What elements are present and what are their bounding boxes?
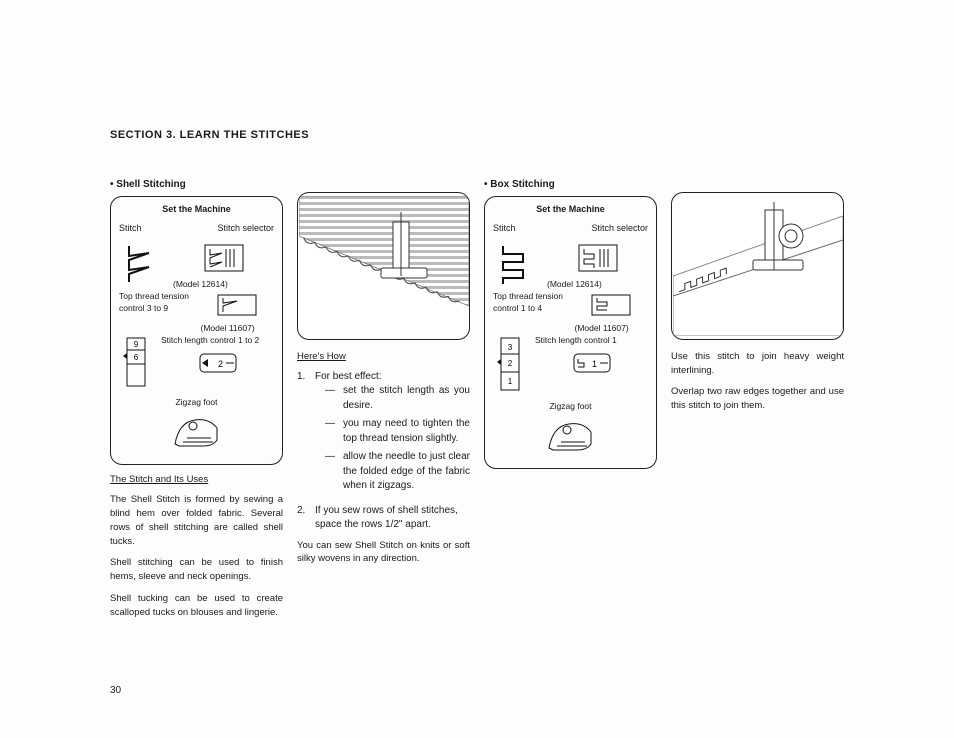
box-stitch-icon: [493, 242, 537, 286]
box-heading: Box Stitching: [484, 178, 657, 193]
col-shell: Shell Stitching Set the Machine Stitch S…: [110, 178, 283, 627]
how-item-2: 2. If you sew rows of shell stitches, sp…: [297, 504, 470, 533]
svg-text:3: 3: [508, 343, 513, 352]
box-model-a: (Model 12614): [547, 278, 648, 290]
how-d1: set the stitch length as you desire.: [343, 384, 470, 413]
col-box: Box Stitching Set the Machine Stitch Sti…: [484, 178, 657, 627]
shell-panel-title: Set the Machine: [119, 203, 274, 216]
box-stitch-label: Stitch: [493, 222, 516, 235]
col-how: Here's How 1. For best effect: —set the …: [297, 178, 470, 627]
page-number: 30: [110, 684, 121, 699]
stitch-selector-icon-b: [215, 292, 259, 318]
box-tension-label: Top thread tension control 1 to 4: [493, 290, 567, 334]
shell-tension-label: Top thread tension control 3 to 9: [119, 290, 193, 334]
shell-model-b: (Model 11607): [201, 322, 275, 334]
tension-dial-icon: 9 6: [119, 336, 153, 388]
box-zigzag-foot-icon: [543, 416, 599, 456]
svg-text:2: 2: [508, 359, 513, 368]
box-selector-label: Stitch selector: [591, 222, 648, 235]
shell-stitch-icon: [119, 242, 163, 286]
shell-stitch-label: Stitch: [119, 222, 142, 235]
box-selector-icon-b: [589, 292, 633, 318]
box-selector-icon-a: [576, 242, 620, 274]
shell-zigzag-label: Zigzag foot: [119, 396, 274, 408]
box-tension-dial-icon: 3 2 1: [493, 336, 527, 392]
box-settings-panel: Set the Machine Stitch Stitch selector (…: [484, 196, 657, 469]
box-para-1: Use this stitch to join heavy weight int…: [671, 350, 844, 378]
shell-heading: Shell Stitching: [110, 178, 283, 193]
stitch-selector-icon-a: [202, 242, 246, 274]
how-d2: you may need to tighten the top thread t…: [343, 417, 470, 446]
svg-text:9: 9: [134, 340, 139, 349]
box-model-b: (Model 11607): [575, 322, 649, 334]
section-title: SECTION 3. LEARN THE STITCHES: [110, 128, 844, 144]
shell-para-3: Shell tucking can be used to create scal…: [110, 592, 283, 620]
box-length-label: Stitch length control 1: [535, 334, 648, 346]
how-para-after: You can sew Shell Stitch on knits or sof…: [297, 539, 470, 567]
col-box-copy: Use this stitch to join heavy weight int…: [671, 178, 844, 627]
shell-illustration: [297, 192, 470, 340]
svg-text:6: 6: [134, 353, 139, 362]
shell-selector-label: Stitch selector: [217, 222, 274, 235]
shell-para-1: The Shell Stitch is formed by sewing a b…: [110, 493, 283, 548]
shell-model-a: (Model 12614): [173, 278, 274, 290]
shell-para-2: Shell stitching can be used to finish he…: [110, 556, 283, 584]
stitch-length-icon: 2: [194, 348, 242, 378]
svg-text:1: 1: [592, 359, 597, 369]
zigzag-foot-icon: [169, 412, 225, 452]
how-heading: Here's How: [297, 350, 470, 364]
box-zigzag-label: Zigzag foot: [493, 400, 648, 412]
box-para-2: Overlap two raw edges together and use t…: [671, 385, 844, 413]
svg-text:1: 1: [508, 377, 513, 386]
page-columns: Shell Stitching Set the Machine Stitch S…: [110, 178, 844, 627]
shell-uses-heading: The Stitch and Its Uses: [110, 473, 283, 487]
how-item-1: 1. For best effect: —set the stitch leng…: [297, 370, 470, 498]
how-item1-lead: For best effect:: [315, 370, 470, 385]
box-panel-title: Set the Machine: [493, 203, 648, 216]
how-d3: allow the needle to just clear the folde…: [343, 450, 470, 494]
shell-settings-panel: Set the Machine Stitch Stitch selector (…: [110, 196, 283, 465]
shell-length-label: Stitch length control 1 to 2: [161, 334, 274, 346]
svg-text:2: 2: [218, 359, 223, 369]
box-stitch-length-icon: 1: [568, 348, 616, 378]
box-illustration: [671, 192, 844, 340]
